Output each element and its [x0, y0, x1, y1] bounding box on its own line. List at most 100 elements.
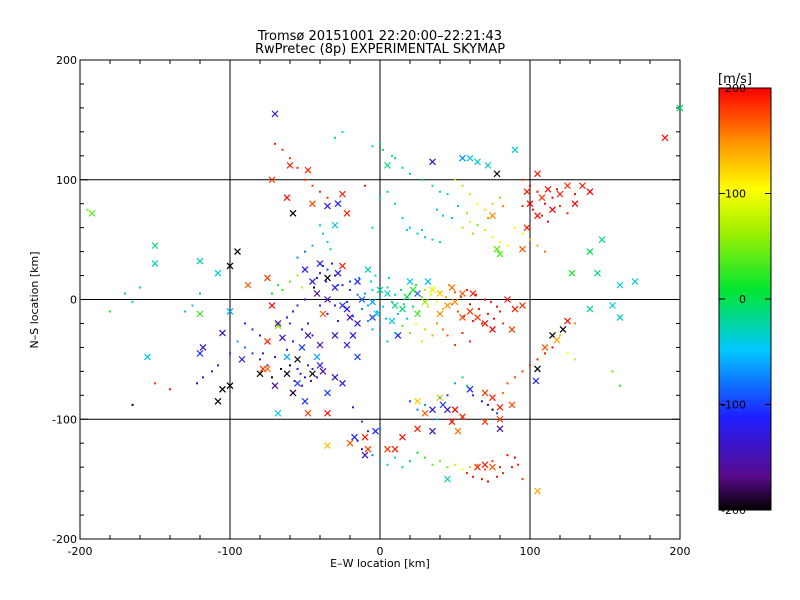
data-point-dot [517, 463, 519, 466]
data-point-dot [442, 214, 444, 217]
data-point-cross [489, 212, 496, 220]
data-point-cross [279, 334, 286, 342]
data-point-dot [487, 312, 489, 315]
data-point-dot [611, 370, 614, 373]
data-point-dot [371, 145, 374, 148]
data-point-cross [283, 194, 291, 202]
data-point-dot [529, 364, 531, 367]
data-point-dot [364, 292, 366, 295]
data-point-cross [373, 310, 381, 318]
x-tick-label: -200 [68, 545, 93, 558]
data-point-dot [358, 276, 360, 279]
data-point-dot [86, 208, 89, 211]
data-point-dot [431, 334, 434, 337]
data-point-cross [298, 343, 306, 351]
data-point-dot [371, 226, 374, 229]
data-point-cross [349, 332, 357, 339]
data-point-dot [379, 334, 381, 337]
y-tick-label: -200 [52, 533, 77, 546]
data-point-dot [439, 190, 441, 193]
data-point-dot [289, 280, 291, 283]
data-point-dot [454, 344, 456, 347]
data-point-dot [469, 340, 471, 343]
data-point-cross [289, 389, 297, 397]
data-point-cross [283, 370, 291, 378]
data-point-dot [448, 284, 450, 287]
data-point-dot [506, 382, 509, 385]
data-point-dot [446, 466, 449, 469]
data-point-cross [421, 298, 429, 306]
data-point-dot [364, 184, 366, 187]
data-point-cross [586, 248, 594, 256]
data-point-cross [538, 194, 546, 202]
data-point-dot [487, 217, 489, 220]
data-point-dot [514, 376, 516, 379]
data-point-cross [511, 305, 519, 313]
data-point-cross [339, 379, 346, 387]
data-point-cross [444, 475, 451, 483]
data-point-dot [124, 292, 126, 295]
data-point-cross [274, 409, 282, 417]
colorbar-tick-label: 0 [739, 293, 746, 306]
data-point-dot [484, 229, 486, 232]
data-point-dot [289, 157, 291, 160]
data-point-dot [436, 418, 438, 421]
x-axis-label: E–W location [km] [330, 557, 430, 570]
data-point-dot [382, 305, 384, 308]
data-point-dot [481, 478, 483, 481]
data-point-dot [319, 272, 321, 275]
data-point-dot [461, 332, 464, 335]
data-point-dot [352, 406, 354, 409]
data-point-dot [536, 358, 539, 361]
colorbar-tick-label: 200 [725, 82, 746, 95]
data-point-dot [346, 300, 348, 303]
data-point-cross [448, 418, 456, 426]
data-point-dot [394, 456, 396, 459]
data-point-cross [399, 305, 406, 313]
data-point-dot [436, 322, 438, 325]
data-point-cross [324, 389, 331, 397]
data-point-dot [322, 232, 324, 235]
data-point-dot [502, 472, 504, 475]
data-point-dot [484, 208, 486, 211]
data-point-cross [598, 236, 606, 244]
data-point-dot [493, 317, 495, 320]
data-point-cross [429, 158, 436, 166]
data-point-cross [319, 367, 327, 375]
data-point-cross [264, 365, 271, 373]
data-point-dot [499, 196, 501, 199]
data-point-dot [379, 196, 381, 199]
data-point-cross [586, 305, 594, 313]
data-point-dot [319, 304, 321, 307]
data-point-cross [331, 221, 339, 229]
data-point-dot [296, 274, 299, 277]
data-point-dot [367, 304, 369, 307]
data-point-dot [304, 178, 306, 181]
data-point-cross [354, 353, 361, 361]
data-point-cross [264, 274, 271, 282]
data-point-dot [496, 475, 498, 478]
data-point-cross [523, 188, 531, 196]
data-point-dot [292, 340, 294, 343]
data-point-dot [280, 367, 282, 370]
data-point-cross [219, 329, 226, 337]
data-point-dot [469, 193, 471, 196]
data-point-dot [491, 236, 494, 239]
data-point-dot [262, 352, 264, 355]
data-point-dot [386, 463, 389, 466]
data-point-dot [401, 466, 404, 469]
data-point-dot [499, 241, 501, 244]
data-point-dot [271, 376, 273, 379]
data-point-cross [609, 302, 616, 309]
data-point-cross [454, 427, 462, 435]
data-point-cross [274, 320, 282, 327]
data-point-cross [144, 353, 151, 361]
data-point-dot [379, 427, 381, 430]
data-point-dot [293, 379, 296, 382]
data-point-cross [496, 250, 504, 258]
data-point-cross [364, 266, 372, 273]
data-point-cross [384, 445, 391, 453]
data-point-cross [661, 134, 669, 142]
data-point-dot [430, 293, 432, 296]
